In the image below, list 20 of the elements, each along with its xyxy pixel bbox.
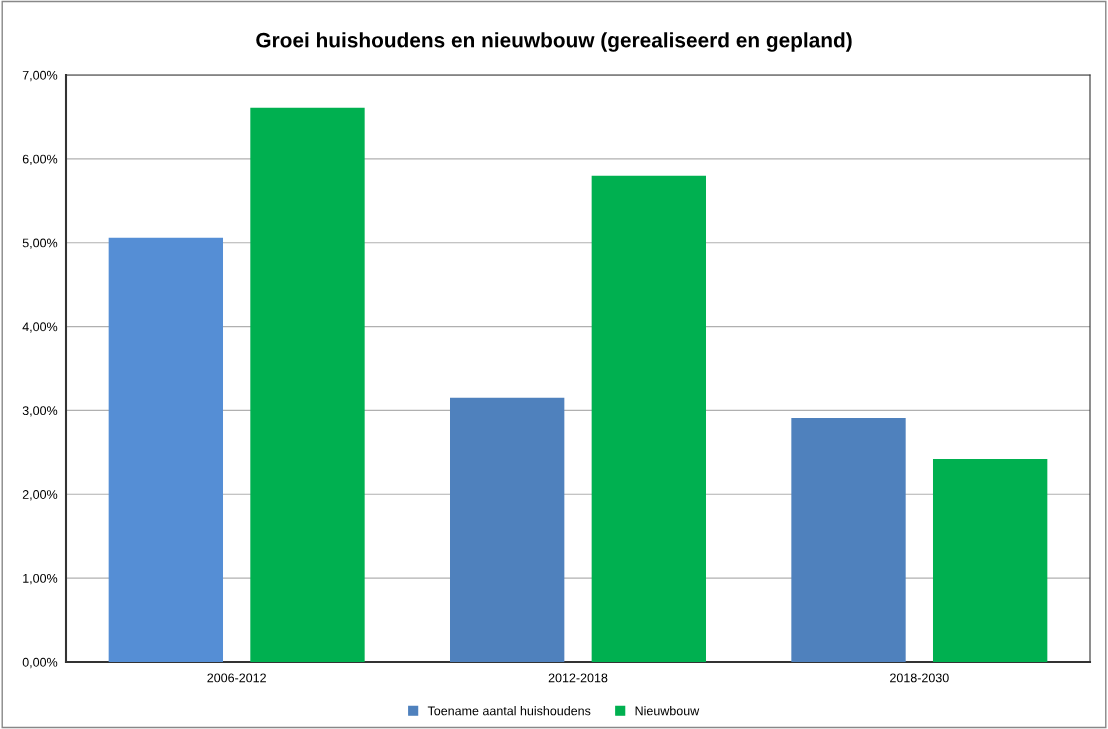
y-tick-label: 7,00% — [22, 70, 58, 82]
y-tick-label: 0,00% — [22, 657, 58, 669]
y-tick-label: 5,00% — [22, 238, 58, 249]
y-tick-label: 6,00% — [22, 154, 58, 165]
bar — [108, 237, 224, 662]
chart-title: Groei huishoudens en nieuwbouw (gerealiseerd en gepland) — [256, 32, 852, 52]
x-tick-label: 2012-2018 — [548, 673, 608, 683]
bar — [250, 107, 365, 662]
y-tick-label: 2,00% — [22, 490, 58, 501]
y-tick-label: 4,00% — [22, 322, 58, 333]
legend-label: Nieuwbouw — [635, 706, 700, 716]
bar — [591, 175, 706, 662]
legend-label: Toename aantal huishoudens — [427, 706, 591, 716]
bar — [932, 459, 1048, 662]
x-tick-label: 2006-2012 — [207, 673, 266, 683]
x-tick-label: 2018-2030 — [890, 673, 949, 683]
y-tick-label: 3,00% — [22, 406, 58, 417]
bar — [791, 417, 906, 662]
y-tick-label: 1,00% — [23, 573, 58, 585]
bar — [450, 397, 565, 662]
